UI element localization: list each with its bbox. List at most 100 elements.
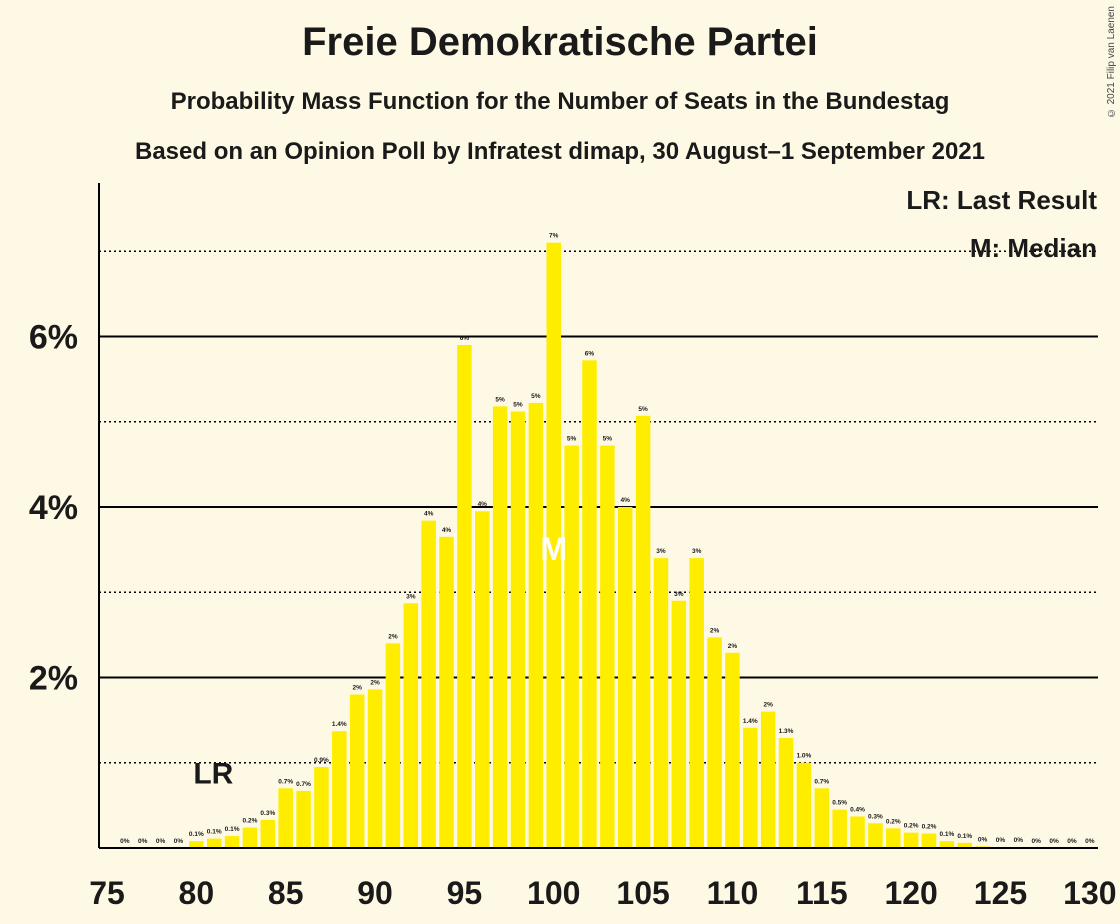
data-label: 0% <box>156 838 166 845</box>
data-label: 1.4% <box>743 718 758 725</box>
x-tick-label: 75 <box>89 875 125 911</box>
bar <box>689 558 704 848</box>
bar <box>189 841 204 848</box>
x-tick-label: 100 <box>527 875 580 911</box>
bar <box>814 788 830 848</box>
y-tick-label: 6% <box>29 318 78 356</box>
data-label: 0% <box>1085 838 1095 845</box>
x-tick-label: 90 <box>357 875 393 911</box>
bar <box>403 603 419 848</box>
bar <box>600 445 615 848</box>
bar <box>707 637 722 848</box>
data-label: 0% <box>120 838 130 845</box>
data-label: 2% <box>728 643 738 650</box>
data-label: 4% <box>442 527 452 534</box>
bar-labels: 0% 0% 0% 0%0.1% 0.1% 0.1%0.2%0.3%0.7% 0.7%0.9%… <box>120 233 1095 845</box>
bar <box>421 520 436 848</box>
legend-median: M: Median <box>970 233 1097 263</box>
data-label: 0.3% <box>260 810 275 817</box>
data-label: 0.5% <box>832 800 847 807</box>
data-label: 1.3% <box>779 728 794 735</box>
data-label: 1.4% <box>332 721 347 728</box>
data-label: 6% <box>460 335 470 342</box>
data-label: 0.2% <box>886 818 901 825</box>
data-label: 0% <box>174 838 184 845</box>
bar <box>206 838 222 848</box>
chart-title: Freie Demokratische Partei <box>302 20 818 64</box>
bar <box>367 689 383 848</box>
bar <box>332 731 347 848</box>
data-label: 5% <box>603 436 613 443</box>
data-label: 0.9% <box>314 757 329 764</box>
data-label: 2% <box>710 627 720 634</box>
last-result-marker: LR <box>193 758 233 791</box>
bar <box>564 445 579 848</box>
bar <box>475 511 490 848</box>
bar <box>778 738 794 848</box>
bar <box>760 711 776 848</box>
bar <box>385 643 401 848</box>
data-label: 0.2% <box>922 824 937 831</box>
data-label: 5% <box>513 401 523 408</box>
data-label: 0.2% <box>243 818 258 825</box>
bar <box>939 841 955 848</box>
data-label: 0.1% <box>207 829 222 836</box>
bar <box>492 406 508 848</box>
data-label: 5% <box>567 436 577 443</box>
bar <box>439 536 454 848</box>
bar <box>546 242 561 848</box>
data-label: 0% <box>996 837 1006 844</box>
markers: LR M <box>193 531 567 791</box>
data-label: 4% <box>424 511 434 518</box>
y-tick-label: 4% <box>29 489 78 527</box>
tick-labels: 75 80 85 90 95 100 105 110 115 120 125 130 2% 4% 6% <box>29 318 1117 911</box>
data-label: 7% <box>549 233 559 240</box>
data-label: 0.1% <box>939 831 954 838</box>
data-label: 0% <box>1049 838 1059 845</box>
x-tick-label: 85 <box>268 875 304 911</box>
x-tick-label: 125 <box>974 875 1027 911</box>
bar <box>743 727 758 848</box>
data-label: 2% <box>763 702 773 709</box>
bar <box>314 767 329 848</box>
x-tick-label: 80 <box>179 875 215 911</box>
data-label: 6% <box>585 350 595 357</box>
bar <box>868 823 883 848</box>
bar <box>796 762 812 848</box>
data-label: 3% <box>674 591 684 598</box>
bar <box>349 694 365 848</box>
data-label: 5% <box>495 396 505 403</box>
bar <box>635 415 651 848</box>
bar <box>886 828 901 848</box>
x-tick-label: 130 <box>1063 875 1116 911</box>
bar <box>582 360 597 848</box>
data-label: 4% <box>478 501 488 508</box>
y-tick-label: 2% <box>29 659 78 697</box>
bar <box>457 344 472 848</box>
data-label: 3% <box>656 548 666 555</box>
data-label: 0.3% <box>868 813 883 820</box>
data-label: 3% <box>692 548 702 555</box>
data-label: 0.4% <box>850 806 865 813</box>
data-label: 5% <box>638 406 648 413</box>
bar <box>903 832 919 848</box>
data-label: 0% <box>1067 838 1077 845</box>
bar <box>510 411 526 848</box>
x-tick-label: 120 <box>884 875 937 911</box>
x-tick-label: 115 <box>796 875 848 911</box>
data-label: 5% <box>531 393 541 400</box>
bar <box>832 809 847 848</box>
data-label: 0% <box>1014 837 1024 844</box>
data-label: 0.1% <box>189 831 204 838</box>
bar <box>921 833 937 848</box>
bar <box>242 827 258 848</box>
data-label: 2% <box>388 633 398 640</box>
bar <box>528 402 544 848</box>
bars <box>189 242 1026 848</box>
data-label: 2% <box>370 679 380 686</box>
data-label: 0.1% <box>225 826 240 833</box>
bar <box>671 600 687 848</box>
data-label: 0.2% <box>904 823 919 830</box>
x-tick-label: 110 <box>707 875 759 911</box>
bar <box>850 816 865 848</box>
